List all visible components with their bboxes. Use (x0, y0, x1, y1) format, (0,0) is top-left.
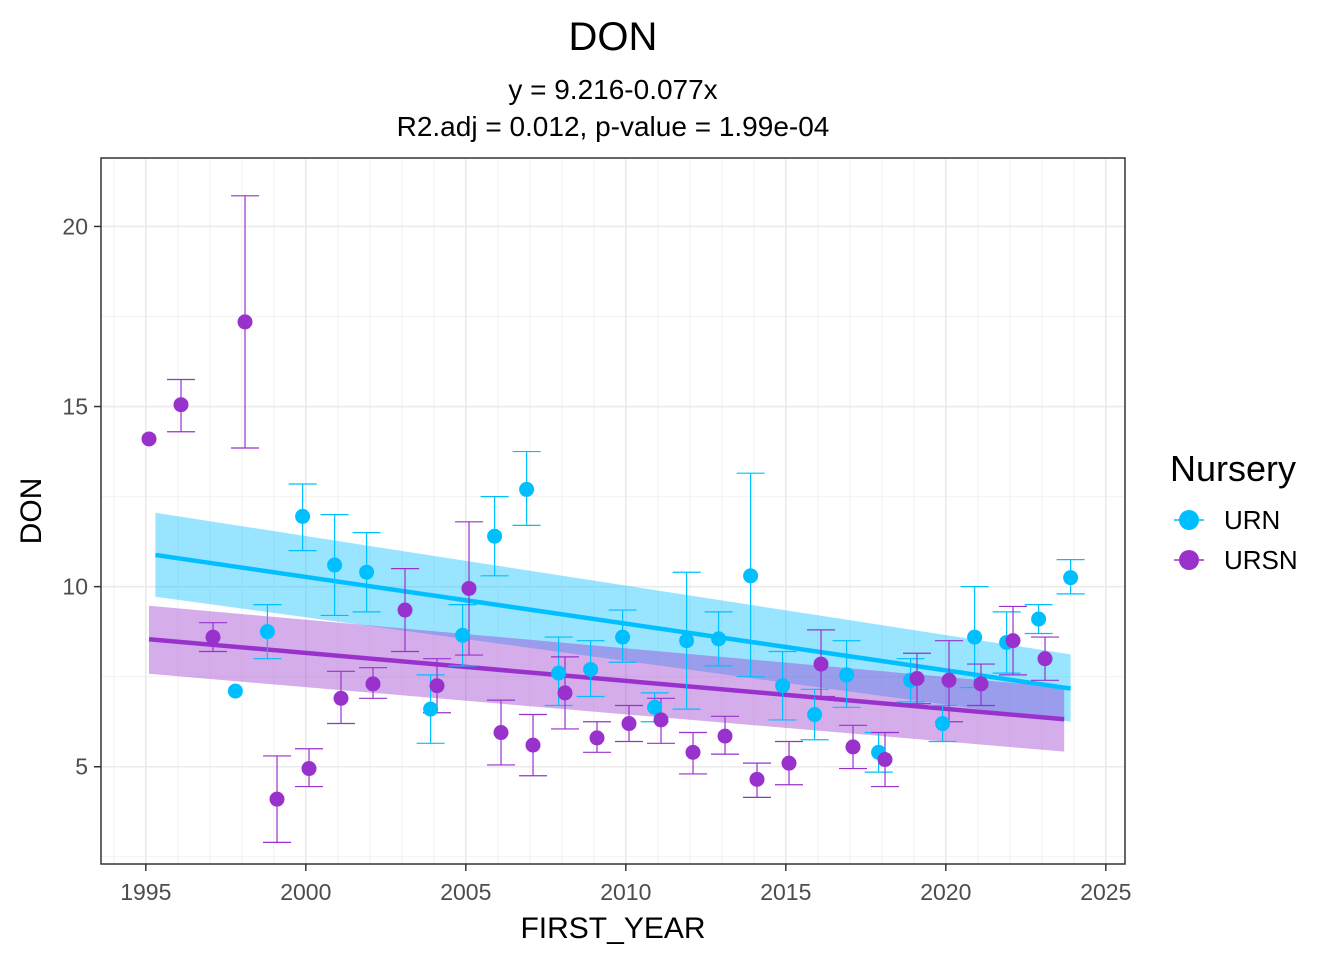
data-point-ursn (941, 672, 957, 688)
y-axis-title: DON (15, 478, 48, 545)
x-tick-label: 2010 (600, 879, 651, 905)
legend: Nursery URN URSN (1170, 448, 1298, 575)
plot-border (100, 157, 1126, 865)
chart-equation: y = 9.216-0.077x (508, 74, 717, 105)
data-point-urn (1031, 611, 1047, 627)
legend-item-urn: URN (1174, 505, 1280, 535)
legend-label-ursn: URSN (1224, 545, 1298, 575)
data-point-ursn (365, 676, 381, 692)
data-point-ursn (269, 791, 285, 807)
data-point-urn (647, 699, 663, 715)
data-point-ursn (653, 712, 669, 728)
data-point-ursn (589, 730, 605, 746)
data-point-ursn (301, 761, 317, 777)
data-point-urn (227, 683, 243, 699)
data-point-ursn (461, 580, 477, 596)
data-point-ursn (909, 670, 925, 686)
legend-marker-urn (1179, 510, 1199, 530)
x-tick-label: 2020 (920, 879, 971, 905)
data-point-ursn (493, 725, 509, 741)
data-point-urn (743, 568, 759, 584)
x-tick-label: 2000 (280, 879, 331, 905)
x-axis-title: FIRST_YEAR (520, 912, 705, 945)
x-axis-ticks: 1995 2000 2005 2010 2015 2020 2025 (120, 864, 1131, 905)
data-point-ursn (845, 739, 861, 755)
data-point-ursn (525, 737, 541, 753)
plot-area (100, 157, 1126, 865)
y-tick-label: 5 (75, 754, 88, 780)
chart-stats: R2.adj = 0.012, p-value = 1.99e-04 (397, 111, 830, 142)
data-point-urn (711, 631, 727, 647)
data-point-urn (295, 508, 311, 524)
x-tick-label: 1995 (120, 879, 171, 905)
y-tick-label: 15 (62, 394, 88, 420)
data-point-ursn (813, 656, 829, 672)
data-point-urn (487, 528, 503, 544)
data-point-urn (259, 624, 275, 640)
data-point-ursn (1005, 633, 1021, 649)
data-point-ursn (621, 716, 637, 732)
data-point-urn (839, 667, 855, 683)
legend-item-ursn: URSN (1174, 545, 1298, 575)
data-point-urn (1063, 570, 1079, 586)
data-point-urn (519, 481, 535, 497)
data-point-ursn (877, 752, 893, 768)
data-point-urn (967, 629, 983, 645)
y-tick-label: 20 (62, 213, 88, 239)
legend-label-urn: URN (1224, 505, 1280, 535)
grid-minor (101, 158, 1125, 864)
data-point-urn (935, 716, 951, 732)
data-point-urn (583, 661, 599, 677)
data-point-ursn (173, 397, 189, 413)
data-point-ursn (141, 431, 157, 447)
data-point-ursn (781, 755, 797, 771)
data-point-urn (551, 665, 567, 681)
data-point-ursn (237, 314, 253, 330)
x-tick-label: 2015 (760, 879, 811, 905)
data-point-urn (615, 629, 631, 645)
fit-line-urn (155, 552, 1071, 691)
data-point-ursn (973, 676, 989, 692)
data-point-ursn (685, 744, 701, 760)
data-point-ursn (333, 690, 349, 706)
data-point-ursn (397, 602, 413, 618)
data-point-ursn (749, 771, 765, 787)
fit-lines (148, 552, 1071, 722)
legend-marker-ursn (1179, 550, 1199, 570)
data-point-ursn (1037, 651, 1053, 667)
y-axis-ticks: 5 10 15 20 (62, 213, 101, 780)
data-point-urn (775, 678, 791, 694)
chart-title: DON (569, 15, 658, 59)
data-point-urn (807, 707, 823, 723)
data-point-urn (423, 701, 439, 717)
plot-background (101, 158, 1125, 864)
data-point-urn (359, 564, 375, 580)
data-point-ursn (205, 629, 221, 645)
legend-title: Nursery (1170, 448, 1296, 489)
data-point-ursn (717, 728, 733, 744)
y-tick-label: 10 (62, 574, 88, 600)
x-tick-label: 2005 (440, 879, 491, 905)
x-tick-label: 2025 (1080, 879, 1131, 905)
data-point-urn (327, 557, 343, 573)
data-point-ursn (557, 685, 573, 701)
data-point-urn (455, 627, 471, 643)
fit-line-ursn (148, 636, 1065, 722)
data-points (141, 314, 1079, 807)
data-point-urn (679, 633, 695, 649)
data-point-ursn (429, 678, 445, 694)
